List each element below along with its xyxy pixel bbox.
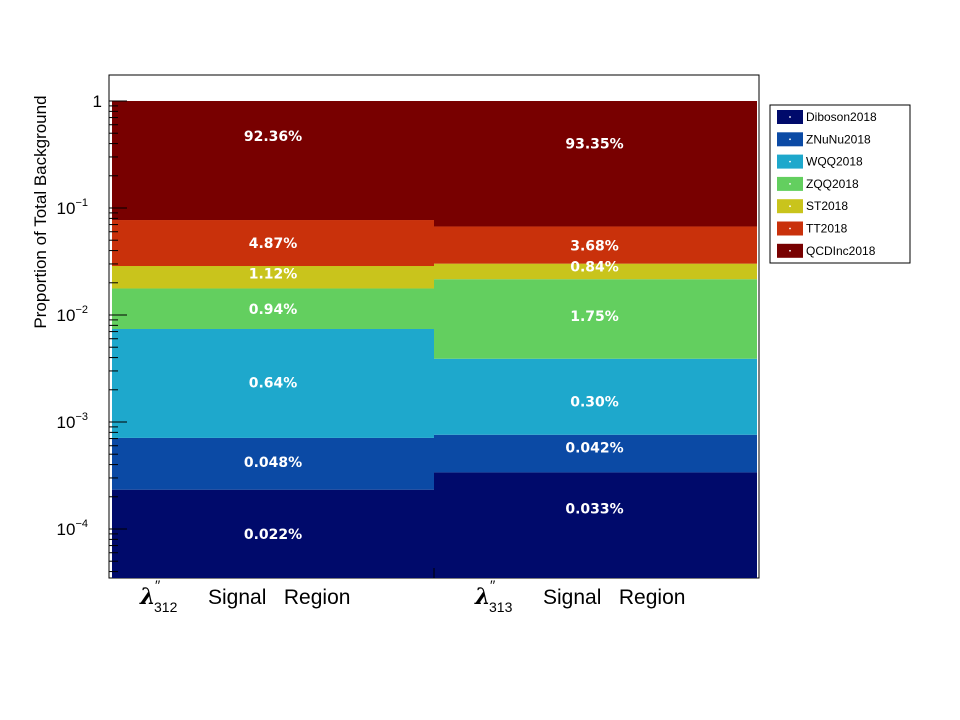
legend-marker-dot [789,138,791,141]
data-label-qcdinc2018-cat2: 93.35% [565,137,623,153]
data-label-wqq2018-cat1: 0.64% [249,375,298,391]
bar-diboson2018-cat2 [434,472,757,578]
data-label-znunu2018-cat1: 0.048% [244,455,302,471]
double-prime: ′′ [155,577,161,593]
legend-marker-dot [789,205,791,208]
y-tick-label: 10−3 [57,411,88,432]
bar-qcdinc2018-cat2 [434,101,757,227]
data-label-zqq2018-cat2: 1.75% [570,309,619,325]
legend-entry-diboson2018: Diboson2018 [806,110,877,124]
bar-zqq2018-cat2 [434,279,757,359]
data-label-st2018-cat2: 0.84% [570,259,619,275]
data-label-diboson2018-cat1: 0.022% [244,527,302,543]
bar-tt2018-cat2 [434,226,757,264]
legend-entry-wqq2018: WQQ2018 [806,155,863,169]
bar-wqq2018-cat1 [112,328,434,438]
data-label-tt2018-cat1: 4.87% [249,236,298,252]
legend-entry-znunu2018: ZNuNu2018 [806,132,871,146]
y-axis: 1 10−1 10−2 10−3 10−4 [57,92,127,573]
bar-wqq2018-cat2 [434,358,757,435]
legend-marker-dot [789,183,791,185]
legend-marker-dot [789,249,791,252]
data-label-znunu2018-cat2: 0.042% [565,441,623,457]
lambda-subscript: 312 [154,599,178,615]
lambda-symbol: λ [139,584,155,610]
data-label-st2018-cat1: 1.12% [249,266,298,282]
bar-qcdinc2018-cat1 [112,101,434,221]
legend-entry-zqq2018: ZQQ2018 [806,177,859,191]
lambda-symbol: λ [474,584,490,610]
bar-st2018-cat2 [434,263,757,280]
legend: Diboson2018 ZNuNu2018 WQQ2018 ZQQ2018 ST2018… [769,104,911,264]
legend-entry-tt2018: TT2018 [806,222,848,236]
bar-znunu2018-cat1 [112,437,434,490]
x-category-label-1: λ ′′ 312 Signal Region [139,577,350,615]
legend-marker-dot [789,160,791,163]
y-axis-label: Proportion of Total Background [31,95,50,328]
bar-znunu2018-cat2 [434,434,757,473]
data-label-diboson2018-cat2: 0.033% [565,502,623,518]
x-category-labels: λ ′′312 Signal Region λ ′′313 Signal Region [139,568,685,615]
double-prime: ′′ [490,577,496,593]
legend-marker-dot [789,116,791,118]
x-category-label-2: λ ′′ 313 Signal Region [474,577,685,615]
data-label-tt2018-cat2: 3.68% [570,239,619,255]
y-tick-label: 10−4 [57,518,88,539]
segment-labels: 0.022% 0.048% 0.64% 0.94% 1.12% 4.87% 92.36% 0.… [244,129,624,543]
legend-entry-qcdinc2018: QCDInc2018 [806,244,876,258]
lambda-subscript: 313 [489,599,513,615]
bar-diboson2018-cat1 [112,489,434,578]
y-tick-label: 10−2 [57,304,88,325]
data-label-wqq2018-cat2: 0.30% [570,395,619,411]
bar-st2018-cat1 [112,266,434,289]
legend-entry-st2018: ST2018 [806,199,848,213]
bar-zqq2018-cat1 [112,288,434,329]
category-text: Signal Region [543,586,685,609]
category-text: Signal Region [208,586,350,609]
y-tick-label: 1 [93,92,102,111]
data-label-qcdinc2018-cat1: 92.36% [244,129,302,145]
bar-segments [112,101,757,578]
data-label-zqq2018-cat1: 0.94% [249,302,298,318]
y-tick-label: 10−1 [57,197,88,218]
legend-marker-dot [789,227,791,230]
bar-tt2018-cat1 [112,220,434,267]
